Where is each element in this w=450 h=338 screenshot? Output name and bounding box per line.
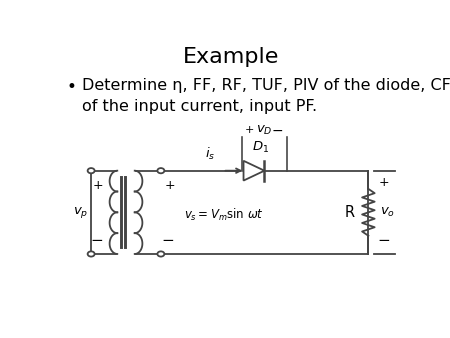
Text: +: + xyxy=(93,178,104,192)
Text: of the input current, input PF.: of the input current, input PF. xyxy=(82,99,318,114)
Circle shape xyxy=(158,168,164,173)
Text: •: • xyxy=(67,78,76,96)
Text: $v_s = V_m \sin\,\omega t$: $v_s = V_m \sin\,\omega t$ xyxy=(184,207,264,223)
Text: −: − xyxy=(162,234,174,248)
Text: +: + xyxy=(245,125,255,135)
Text: −: − xyxy=(378,234,391,248)
Circle shape xyxy=(158,251,164,257)
Text: −: − xyxy=(272,123,284,137)
Text: Example: Example xyxy=(182,47,279,67)
Text: $v_D$: $v_D$ xyxy=(256,124,273,137)
Text: $v_p$: $v_p$ xyxy=(73,205,88,220)
Text: +: + xyxy=(164,178,175,192)
Circle shape xyxy=(88,168,94,173)
Text: Determine η, FF, RF, TUF, PIV of the diode, CF: Determine η, FF, RF, TUF, PIV of the dio… xyxy=(82,78,450,93)
Text: $i_s$: $i_s$ xyxy=(205,146,215,162)
Text: +: + xyxy=(379,176,389,189)
Text: $D_1$: $D_1$ xyxy=(252,140,270,155)
Text: −: − xyxy=(90,234,103,248)
Circle shape xyxy=(88,251,94,257)
Text: R: R xyxy=(344,205,354,220)
Text: $v_o$: $v_o$ xyxy=(380,206,395,219)
